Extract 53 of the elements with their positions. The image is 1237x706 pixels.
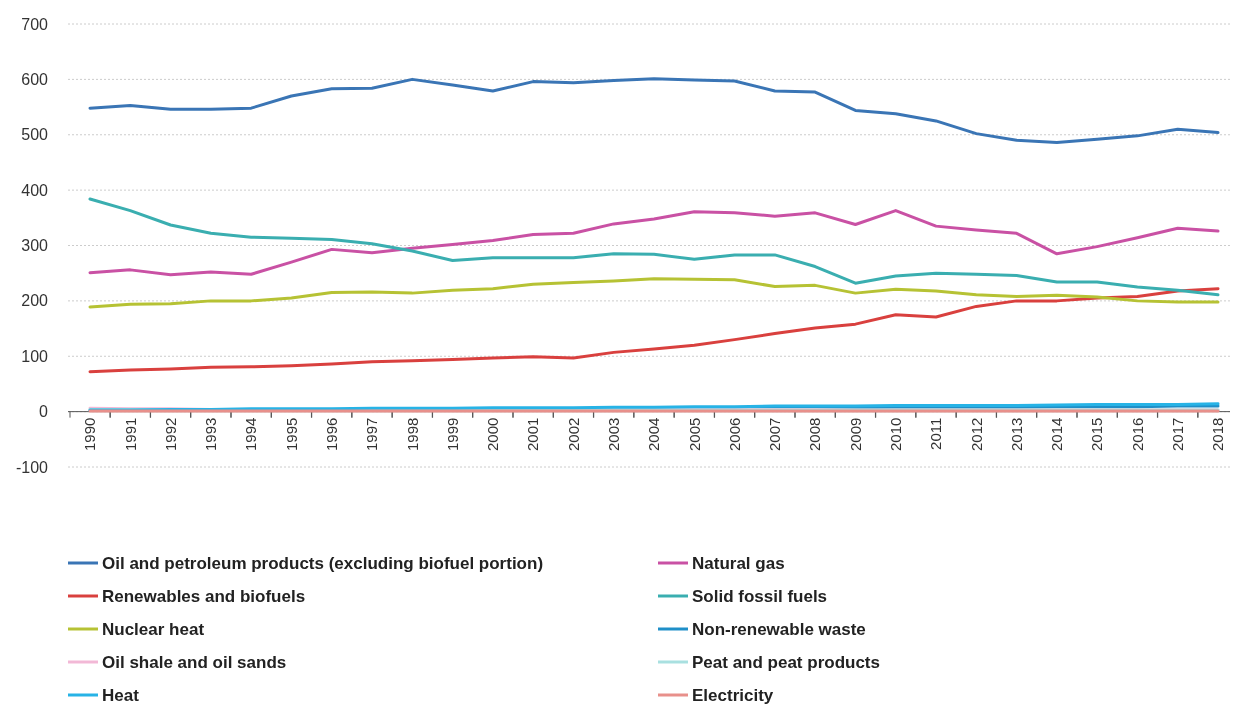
y-tick-label: 600 [21,70,49,88]
x-tick-label: 2012 [967,417,985,451]
x-tick-label: 1993 [202,417,220,451]
y-tick-label: 200 [21,292,49,310]
legend-label: Renewables and biofuels [102,586,306,606]
x-tick-label: 2010 [886,417,904,451]
y-tick-label: 400 [21,181,49,199]
legend-label: Non-renewable waste [692,619,866,639]
line-series [88,287,1220,374]
y-tick-label: 300 [21,237,49,255]
x-tick-label: 2007 [766,417,784,451]
x-tick-label: 2008 [806,417,824,451]
x-tick-label: 1998 [403,417,421,451]
x-tick-label: 2018 [1209,417,1227,451]
x-tick-label: 2013 [1007,417,1025,451]
legend-label: Natural gas [692,553,785,573]
x-tick-label: 1992 [161,417,179,451]
y-tick-label: 100 [21,347,49,365]
legend-label: Solid fossil fuels [692,586,828,606]
x-tick-label: 1991 [121,417,139,451]
x-tick-label: 2005 [685,417,703,451]
x-tick-label: 2002 [564,417,582,451]
x-tick-label: 2017 [1168,417,1186,451]
line-series [88,209,1220,277]
x-tick-label: 2016 [1128,417,1146,451]
x-tick-label: 1990 [81,417,99,451]
line-series [88,77,1220,144]
x-tick-label: 1996 [322,417,340,451]
legend-label: Oil shale and oil sands [102,652,287,672]
x-tick-label: 1999 [443,417,461,451]
line-series [88,277,1220,309]
x-tick-label: 2004 [645,417,663,451]
x-tick-label: 1997 [363,417,381,451]
legend-label: Peat and peat products [692,652,880,672]
x-tick-label: 2011 [927,417,945,450]
x-tick-label: 1994 [242,417,260,451]
legend-label: Nuclear heat [102,619,205,639]
x-tick-label: 2015 [1088,417,1106,451]
x-tick-label: 2003 [604,417,622,451]
y-tick-label: 500 [21,126,49,144]
y-tick-label: 700 [21,15,49,33]
y-tick-label: 0 [39,403,49,421]
x-tick-label: 2000 [484,417,502,451]
x-tick-label: 2001 [524,417,542,451]
legend-label: Heat [102,685,140,705]
x-tick-label: 2014 [1048,417,1066,451]
legend-label: Electricity [692,685,774,705]
y-tick-label: -100 [15,458,49,476]
x-tick-label: 2009 [846,417,864,451]
x-tick-label: 2006 [725,417,743,451]
legend-label: Oil and petroleum products (excluding biofuel portion) [102,553,544,573]
line-series [88,197,1220,297]
x-tick-label: 1995 [282,417,300,451]
